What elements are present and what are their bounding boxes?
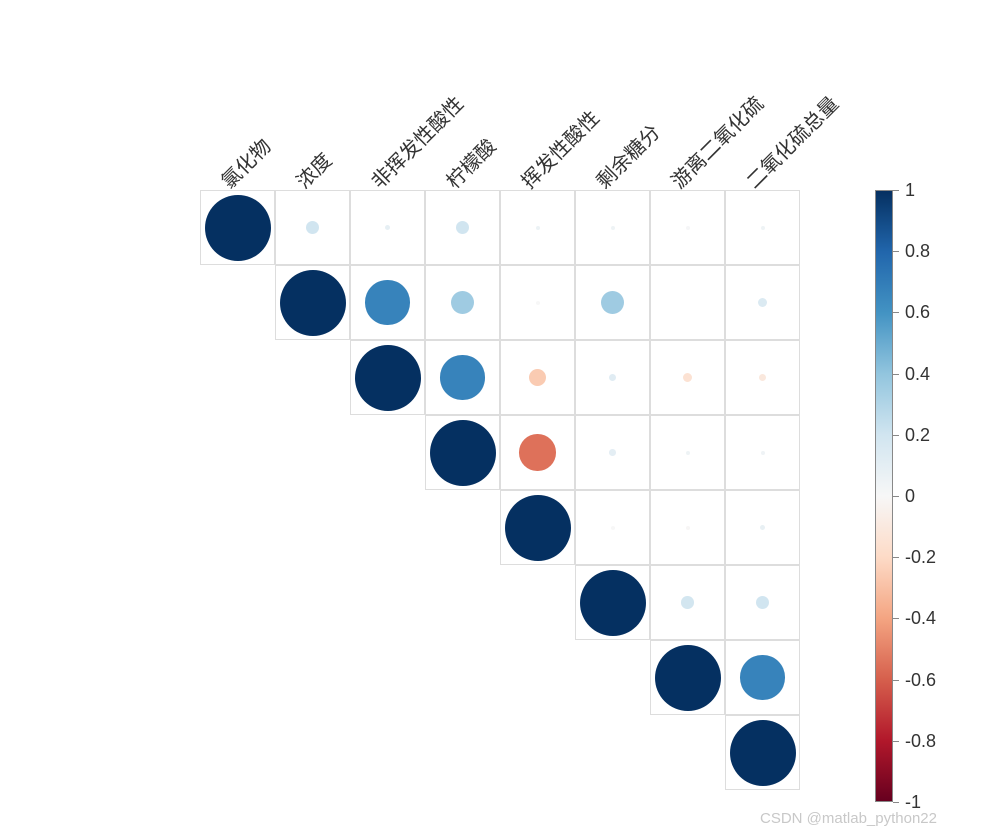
colorbar-tick [893,741,899,742]
column-label: 柠檬酸 [438,131,501,194]
colorbar-tick-label: 0.2 [905,425,930,446]
correlation-circle [529,369,546,386]
colorbar: 10.80.60.40.20-0.2-0.4-0.6-0.8-1 [875,190,953,802]
colorbar-tick-label: 0.4 [905,364,930,385]
correlation-circle [365,280,409,324]
correlation-circle [580,570,646,636]
correlation-circle [730,720,796,786]
colorbar-tick-label: 0.6 [905,302,930,323]
colorbar-tick-label: -0.8 [905,731,936,752]
correlation-circle [756,596,769,609]
watermark: CSDN @matlab_python22 [760,810,937,827]
colorbar-tick [893,435,899,436]
correlation-circle [306,221,319,234]
colorbar-tick-label: 1 [905,180,915,201]
column-label: 浓度 [288,145,337,194]
correlation-circle [505,495,571,561]
correlation-circle [686,226,690,230]
correlation-circle [611,226,615,230]
colorbar-gradient [875,190,893,802]
colorbar-tick [893,374,899,375]
matrix-cell [650,265,725,340]
correlation-circle [456,221,469,234]
colorbar-tick-label: 0 [905,486,915,507]
correlation-circle [761,451,765,455]
colorbar-tick-label: 0.8 [905,241,930,262]
colorbar-tick [893,802,899,803]
correlation-circle [440,355,484,399]
correlation-circle [609,449,616,456]
colorbar-tick-label: -0.4 [905,608,936,629]
colorbar-tick-label: -0.2 [905,547,936,568]
colorbar-tick [893,496,899,497]
correlation-circle [536,226,540,230]
correlation-circle [355,345,421,411]
correlation-circle [611,526,615,530]
correlation-circle [686,526,690,530]
correlation-circle [740,655,784,699]
colorbar-tick [893,557,899,558]
column-label: 挥发性酸性 [513,103,604,194]
colorbar-tick [893,251,899,252]
correlation-circle [655,645,721,711]
colorbar-tick [893,312,899,313]
colorbar-tick [893,618,899,619]
correlation-circle [519,434,555,470]
correlation-circle [536,301,540,305]
correlation-circle [681,596,694,609]
correlation-circle [430,420,496,486]
correlation-circle [280,270,346,336]
colorbar-tick-label: -0.6 [905,670,936,691]
colorbar-tick [893,190,899,191]
column-label: 氯化物 [213,131,276,194]
column-label: 剩余糖分 [588,117,665,194]
correlation-circle [686,451,690,455]
correlation-circle [761,226,765,230]
correlation-circle [205,195,271,261]
colorbar-tick [893,680,899,681]
